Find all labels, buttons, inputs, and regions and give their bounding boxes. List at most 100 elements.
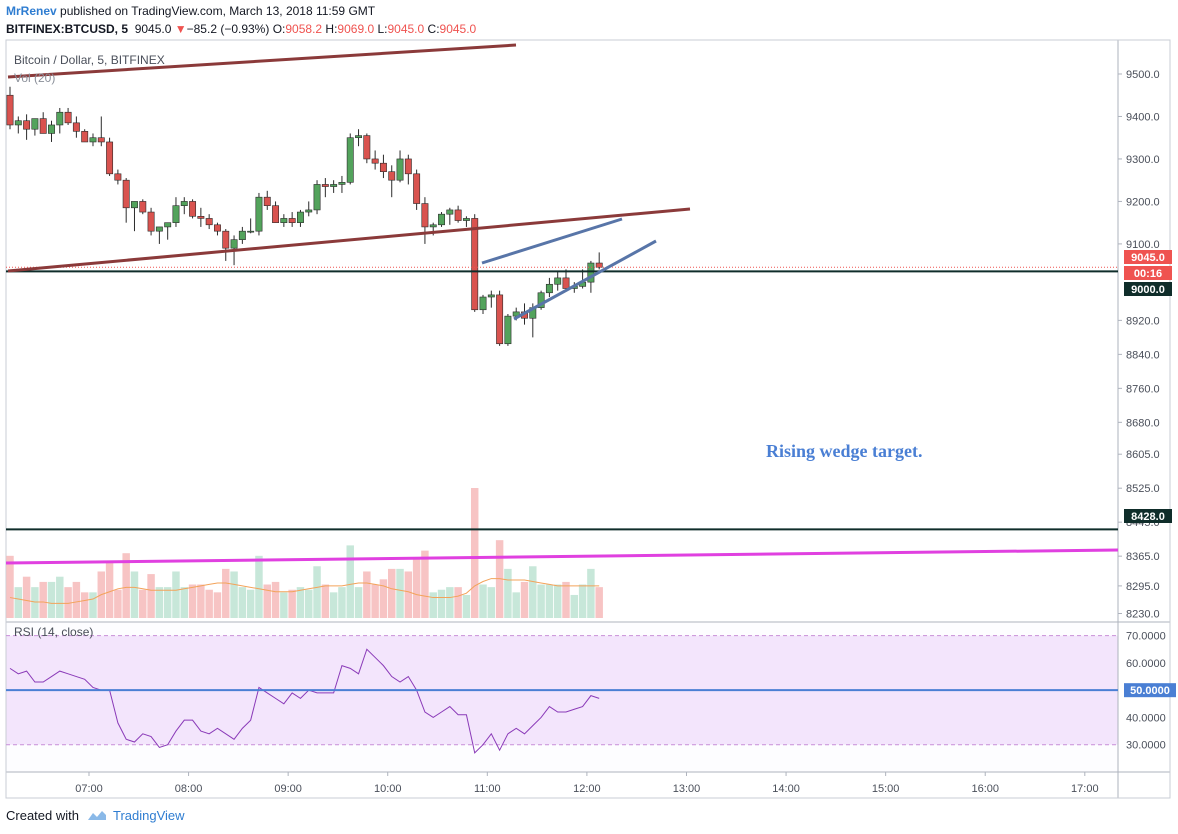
time-tick-label: 12:00 bbox=[573, 783, 601, 795]
volume-bar bbox=[89, 592, 97, 618]
volume-title: Vol (20) bbox=[14, 71, 55, 85]
candle-body bbox=[172, 205, 180, 223]
candle-body bbox=[114, 173, 122, 181]
price-badge bbox=[1124, 266, 1172, 280]
symbol-label: BITFINEX:BTCUSD, 5 bbox=[6, 22, 129, 36]
volume-bar bbox=[31, 587, 39, 618]
volume-bar bbox=[296, 587, 305, 618]
candle-body bbox=[371, 158, 379, 164]
tradingview-logo-icon bbox=[87, 811, 106, 820]
volume-bar bbox=[404, 571, 413, 618]
candle-body bbox=[263, 196, 271, 206]
price-tick-label: 9300.0 bbox=[1126, 154, 1160, 166]
volume-bar bbox=[255, 555, 263, 618]
low-value: 9045.0 bbox=[387, 22, 425, 36]
candle-body bbox=[31, 118, 39, 130]
rsi-tick-label: 30.0000 bbox=[1126, 740, 1166, 752]
candle-body bbox=[537, 292, 545, 308]
volume-bar bbox=[329, 592, 338, 618]
rsi-badge-label: 50.0000 bbox=[1130, 685, 1170, 697]
high-value: 9069.0 bbox=[337, 22, 375, 36]
candle-body bbox=[272, 205, 280, 223]
candle-body bbox=[164, 222, 172, 228]
volume-bar bbox=[437, 589, 446, 618]
candle-body bbox=[139, 201, 147, 213]
volume-bar bbox=[305, 589, 313, 618]
candle-body bbox=[238, 230, 246, 240]
volume-bar bbox=[321, 584, 330, 618]
candle-body bbox=[587, 262, 595, 283]
chart-frame bbox=[5, 39, 1171, 799]
high-label: H: bbox=[325, 22, 338, 36]
time-tick-label: 08:00 bbox=[175, 783, 203, 795]
volume-bar bbox=[130, 571, 139, 618]
volume-bar bbox=[39, 581, 47, 618]
candle-body bbox=[280, 218, 288, 223]
candle-body bbox=[413, 173, 421, 204]
volume-bar bbox=[537, 584, 545, 618]
candle-body bbox=[562, 277, 570, 289]
volume-bar bbox=[363, 571, 371, 618]
time-tick-label: 13:00 bbox=[673, 783, 701, 795]
price-tick-label: 8295.0 bbox=[1126, 581, 1160, 593]
candle-body bbox=[504, 315, 512, 345]
candle-body bbox=[255, 196, 263, 232]
author-name[interactable]: MrRenev bbox=[6, 4, 57, 18]
volume-bar bbox=[313, 566, 321, 618]
volume-bar bbox=[470, 488, 479, 618]
candle-body bbox=[56, 111, 64, 126]
candle-body bbox=[247, 230, 255, 233]
candle-body bbox=[72, 122, 80, 132]
candle-body bbox=[222, 230, 230, 249]
candle-body bbox=[545, 283, 553, 294]
volume-bar bbox=[280, 592, 288, 618]
rsi-badge bbox=[1124, 683, 1176, 698]
time-tick-label: 17:00 bbox=[1071, 783, 1099, 795]
candle-body bbox=[296, 211, 304, 223]
candle-body bbox=[396, 158, 404, 181]
volume-bar bbox=[122, 553, 130, 618]
candle-body bbox=[305, 209, 313, 213]
candle-body bbox=[214, 224, 221, 232]
down-arrow-icon: ▼ bbox=[174, 22, 187, 36]
candle-body bbox=[230, 239, 238, 249]
price-badge bbox=[1124, 250, 1172, 264]
close-value: 9045.0 bbox=[439, 22, 477, 36]
candle-body bbox=[462, 218, 470, 221]
price-tick-label: 9200.0 bbox=[1126, 196, 1160, 208]
price-tick-label: 8605.0 bbox=[1126, 449, 1160, 461]
wedge-annotation: Rising wedge target. bbox=[766, 441, 922, 461]
upper-channel-line bbox=[7, 43, 517, 79]
candle-body bbox=[97, 137, 105, 143]
volume-bar bbox=[379, 579, 388, 618]
volume-bar bbox=[205, 589, 213, 618]
candle-body bbox=[487, 294, 495, 298]
candle-body bbox=[205, 218, 213, 226]
volume-bar bbox=[6, 555, 14, 618]
candle-body bbox=[122, 179, 130, 209]
magenta-trend-line bbox=[5, 548, 1119, 565]
volume-bar bbox=[238, 587, 247, 618]
candle-body bbox=[388, 171, 396, 181]
volume-bar bbox=[354, 587, 363, 618]
tradingview-brand-link[interactable]: TradingView bbox=[112, 808, 185, 823]
low-label: L: bbox=[377, 22, 388, 36]
price-badge-label: 8428.0 bbox=[1131, 511, 1165, 523]
candle-body bbox=[23, 120, 31, 130]
candle-body bbox=[288, 218, 296, 223]
candle-body bbox=[39, 118, 47, 134]
wedge-upper-line bbox=[481, 217, 623, 265]
volume-bar bbox=[14, 587, 23, 618]
price-tick-label: 8760.0 bbox=[1126, 383, 1160, 395]
volume-bar bbox=[47, 581, 56, 618]
candle-body bbox=[147, 211, 155, 232]
candle-body bbox=[330, 184, 338, 187]
volume-bar bbox=[105, 561, 114, 618]
published-text: published on TradingView.com, March 13, … bbox=[60, 4, 376, 18]
candle-body bbox=[106, 141, 114, 175]
volume-bar bbox=[338, 587, 346, 618]
volume-bar bbox=[56, 576, 64, 618]
candle-body bbox=[189, 201, 197, 217]
close-label: C: bbox=[427, 22, 440, 36]
